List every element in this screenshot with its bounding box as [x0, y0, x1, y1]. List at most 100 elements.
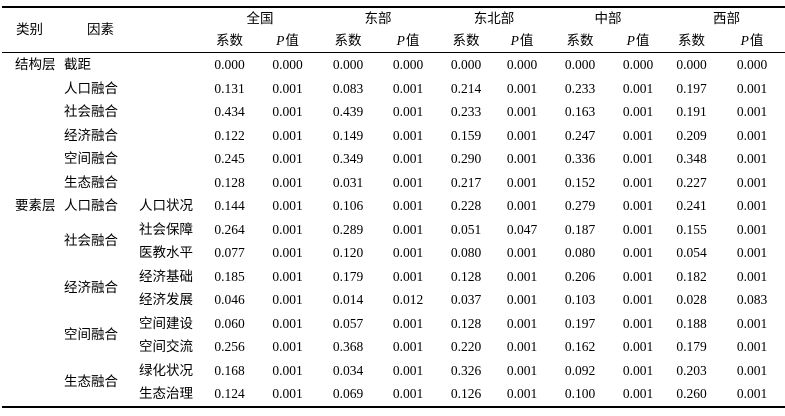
pvalue-cell: 0.001	[622, 245, 654, 260]
pvalue-cell: 0.001	[736, 127, 768, 143]
coef-cell: 0.103	[564, 292, 596, 307]
coef-cell: 0.031	[332, 174, 364, 190]
col-header-coef: 系数	[550, 30, 610, 53]
coef-cell: 0.057	[332, 315, 364, 331]
coef-cell: 0.152	[564, 174, 596, 190]
coef-cell: 0.106	[332, 198, 364, 213]
coef-cell: 0.100	[564, 386, 596, 401]
col-header-pvalue: P值	[378, 30, 438, 53]
pvalue-cell: 0.001	[506, 386, 538, 401]
coef-cell: 0.203	[676, 362, 707, 378]
coef-cell: 0.077	[214, 245, 245, 260]
pvalue-cell: 0.001	[272, 362, 303, 378]
pvalue-cell: 0.001	[272, 104, 303, 119]
pvalue-cell: 0.001	[736, 174, 768, 190]
col-header-region-northeast: 东北部	[473, 11, 515, 26]
coef-cell: 0.034	[332, 362, 364, 378]
table-row: 人口融合 0.131 0.001 0.083 0.001 0.214 0.001 0.233 0…	[2, 77, 785, 101]
coef-cell: 0.290	[450, 151, 482, 166]
table-body: 结构层 截距 0.000 0.000 0.000 0.000 0.000 0.000 0.000…	[2, 53, 785, 407]
coef-cell: 0.051	[450, 221, 482, 237]
p-letter: P	[276, 33, 285, 48]
col-header-region-central: 中部	[594, 11, 622, 26]
pvalue-cell: 0.001	[622, 174, 654, 190]
table-row: 空间交流 0.256 0.001 0.368 0.001 0.220 0.001 0.162 0…	[2, 335, 785, 359]
pvalue-cell: 0.001	[736, 198, 768, 213]
pvalue-cell: 0.047	[506, 221, 538, 237]
pvalue-cell: 0.001	[736, 245, 768, 260]
pvalue-cell: 0.001	[392, 198, 424, 213]
subfactor-cell: 经济发展	[139, 292, 193, 307]
pvalue-cell: 0.000	[272, 57, 303, 72]
category-cell: 结构层	[15, 57, 56, 72]
pvalue-cell: 0.000	[736, 57, 768, 72]
header-row-regions: 类别 因素 全国 东部 东北部 中部 西部	[2, 7, 785, 53]
coef-cell: 0.080	[564, 245, 596, 260]
pvalue-cell: 0.001	[622, 268, 654, 284]
coef-cell: 0.349	[332, 151, 364, 166]
pvalue-cell: 0.001	[506, 315, 538, 331]
p-word: 值	[405, 33, 420, 48]
coef-cell: 0.214	[450, 80, 482, 96]
coef-cell: 0.233	[564, 80, 596, 96]
subfactor-cell: 绿化状况	[139, 362, 193, 378]
table-row: 经济发展 0.046 0.001 0.014 0.012 0.037 0.001 0.103 0…	[2, 288, 785, 312]
coef-cell: 0.439	[332, 104, 364, 119]
col-header-region-national: 全国	[246, 11, 274, 26]
coef-cell: 0.197	[676, 80, 707, 96]
coef-cell: 0.227	[676, 174, 707, 190]
coef-cell: 0.046	[214, 292, 245, 307]
coef-cell: 0.279	[564, 198, 596, 213]
coef-cell: 0.131	[214, 80, 245, 96]
subfactor-cell: 医教水平	[139, 245, 193, 260]
p-letter: P	[626, 33, 635, 48]
pvalue-cell: 0.001	[736, 339, 768, 354]
coef-cell: 0.228	[450, 198, 482, 213]
coef-cell: 0.144	[214, 198, 245, 213]
coef-cell: 0.126	[450, 386, 482, 401]
p-letter: P	[510, 33, 519, 48]
coef-cell: 0.060	[214, 315, 245, 331]
header-row-metrics: 系数 P值 系数 P值 系数 P值 系数 P值 系数 P值	[2, 30, 785, 53]
subfactor-cell: 经济基础	[139, 268, 193, 284]
coef-cell: 0.028	[676, 292, 707, 307]
table-row: 空间融合 空间建设 0.060 0.001 0.057 0.001 0.128 0.001 0.…	[2, 312, 785, 343]
table-row: 生态治理 0.124 0.001 0.069 0.001 0.126 0.001 0.100 0…	[2, 382, 785, 407]
table-row: 空间融合 0.245 0.001 0.349 0.001 0.290 0.001 0.336 0…	[2, 147, 785, 171]
pvalue-cell: 0.001	[272, 386, 303, 401]
coef-cell: 0.080	[450, 245, 482, 260]
coef-cell: 0.162	[564, 339, 596, 354]
coef-cell: 0.233	[450, 104, 482, 119]
coef-cell: 0.188	[676, 315, 707, 331]
pvalue-cell: 0.001	[392, 151, 424, 166]
factor-cell: 人口融合	[64, 80, 118, 96]
pvalue-cell: 0.001	[622, 104, 654, 119]
p-letter: P	[740, 33, 749, 48]
coef-cell: 0.124	[214, 386, 245, 401]
coef-cell: 0.209	[676, 127, 707, 143]
coef-cell: 0.155	[676, 221, 707, 237]
factor-cell: 截距	[64, 57, 91, 72]
table-row: 生态融合 绿化状况 0.168 0.001 0.034 0.001 0.326 0.001 0.…	[2, 359, 785, 390]
pvalue-cell: 0.001	[392, 80, 424, 96]
pvalue-cell: 0.001	[736, 315, 768, 331]
coef-cell: 0.245	[214, 151, 245, 166]
pvalue-cell: 0.001	[736, 151, 768, 166]
pvalue-cell: 0.000	[622, 57, 654, 72]
coef-cell: 0.179	[332, 268, 364, 284]
pvalue-cell: 0.001	[392, 339, 424, 354]
factor-group-cell: 经济融合	[64, 280, 118, 296]
coef-cell: 0.289	[332, 221, 364, 237]
coef-cell: 0.348	[676, 151, 707, 166]
coef-cell: 0.000	[214, 57, 245, 72]
coef-cell: 0.185	[214, 268, 245, 284]
coef-cell: 0.260	[676, 386, 707, 401]
pvalue-cell: 0.001	[392, 362, 424, 378]
coef-cell: 0.368	[332, 339, 364, 354]
coef-cell: 0.241	[676, 198, 707, 213]
pvalue-cell: 0.001	[272, 339, 303, 354]
pvalue-cell: 0.012	[392, 292, 424, 307]
pvalue-cell: 0.001	[506, 362, 538, 378]
pvalue-cell: 0.000	[392, 57, 424, 72]
coef-cell: 0.182	[676, 268, 707, 284]
